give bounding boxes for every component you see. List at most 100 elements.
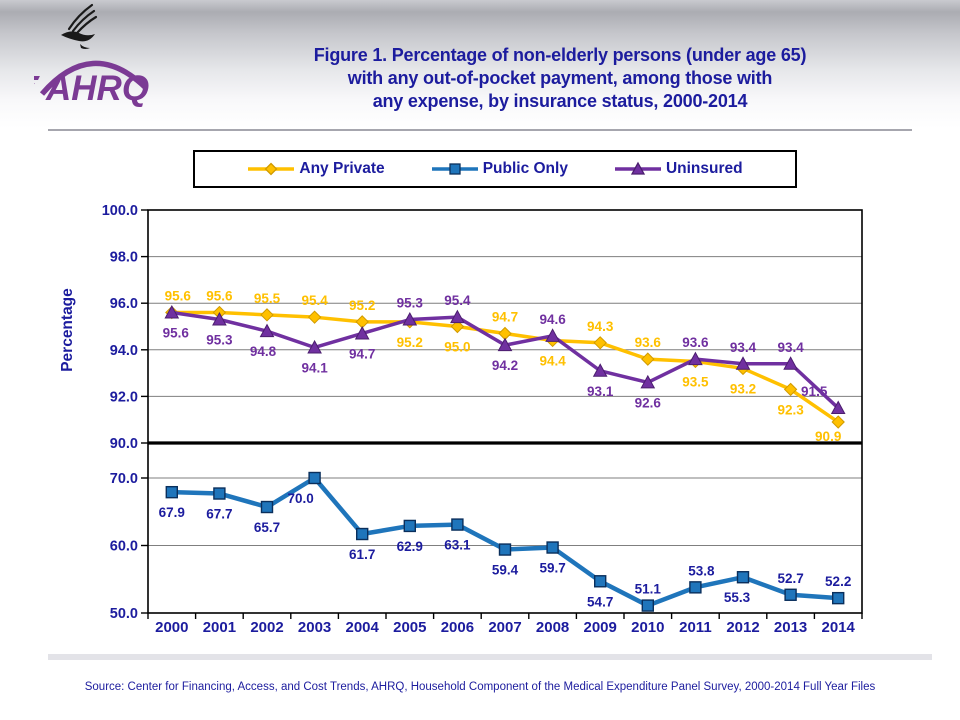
x-axis-labels: 2000 2001 2002 2003 2004 2005 2006 2007 2008 2009… [147, 613, 863, 636]
uninsured-data-labels: 95.6 95.3 94.8 94.1 94.7 95.3 95.4 94.2 94.6 93.1… [163, 293, 828, 410]
svg-text:2004: 2004 [346, 619, 380, 636]
legend-label-any-private: Any Private [299, 160, 385, 177]
svg-text:95.3: 95.3 [397, 296, 424, 311]
hhs-eagle-icon [61, 3, 98, 49]
svg-text:93.6: 93.6 [635, 335, 662, 350]
svg-text:67.7: 67.7 [206, 507, 232, 522]
svg-text:94.2: 94.2 [492, 358, 518, 373]
svg-text:92.0: 92.0 [110, 389, 138, 405]
svg-text:54.7: 54.7 [587, 594, 613, 609]
any-private-data-labels: 95.6 95.6 95.5 95.4 95.2 95.2 95.0 94.7 94.4 94.3… [165, 289, 842, 445]
line-chart: 100.0 98.0 96.0 94.0 92.0 90.0 70.0 60.0 50.0 200… [59, 203, 863, 636]
svg-text:2014: 2014 [822, 619, 856, 636]
header-divider [48, 129, 912, 131]
svg-text:61.7: 61.7 [349, 547, 375, 562]
chart-area: 100.0 98.0 96.0 94.0 92.0 90.0 70.0 60.0 50.0 200… [0, 195, 960, 665]
svg-text:59.4: 59.4 [492, 563, 519, 578]
svg-text:95.6: 95.6 [163, 326, 190, 341]
svg-text:2013: 2013 [774, 619, 807, 636]
title-line-3: any expense, by insurance status, 2000-2… [372, 91, 748, 111]
svg-text:94.6: 94.6 [539, 312, 566, 327]
legend-item-public-only: Public Only [431, 160, 568, 178]
y-axis-labels: 100.0 98.0 96.0 94.0 92.0 90.0 70.0 60.0 50.0 [102, 203, 148, 622]
ahrq-logo: AHRQ [34, 60, 149, 108]
legend-diamond-icon [248, 162, 295, 176]
source-note: Source: Center for Financing, Access, an… [84, 681, 876, 693]
svg-text:55.3: 55.3 [724, 590, 751, 605]
svg-text:94.7: 94.7 [492, 309, 518, 324]
svg-text:53.8: 53.8 [688, 563, 715, 578]
svg-text:2008: 2008 [536, 619, 569, 636]
svg-text:95.3: 95.3 [206, 333, 233, 348]
title-line-1: Figure 1. Percentage of non-elderly pers… [313, 45, 807, 65]
svg-text:95.4: 95.4 [301, 293, 328, 308]
svg-text:50.0: 50.0 [110, 606, 138, 622]
public-only-markers [165, 471, 845, 612]
svg-text:94.8: 94.8 [250, 344, 277, 359]
svg-text:2009: 2009 [584, 619, 617, 636]
svg-text:2007: 2007 [488, 619, 521, 636]
svg-text:95.6: 95.6 [165, 289, 192, 304]
legend-item-any-private: Any Private [247, 160, 385, 178]
svg-text:95.0: 95.0 [444, 340, 470, 355]
svg-text:92.3: 92.3 [777, 402, 804, 417]
ahrq-logo-text: AHRQ [45, 69, 149, 108]
svg-text:51.1: 51.1 [635, 582, 662, 597]
plot-border [147, 209, 863, 614]
figure-title: Figure 1. Percentage of non-elderly pers… [165, 44, 955, 113]
svg-text:Percentage: Percentage [59, 288, 76, 372]
svg-text:70.0: 70.0 [110, 471, 138, 487]
header-banner [0, 0, 960, 135]
legend-label-public-only: Public Only [482, 160, 568, 177]
svg-text:94.1: 94.1 [301, 360, 328, 375]
svg-text:95.5: 95.5 [254, 291, 281, 306]
svg-text:2000: 2000 [155, 619, 188, 636]
svg-text:91.5: 91.5 [801, 384, 828, 399]
svg-text:93.2: 93.2 [730, 381, 756, 396]
svg-text:2001: 2001 [203, 619, 236, 636]
svg-text:92.6: 92.6 [635, 395, 662, 410]
series-any-private: 95.6 95.6 95.5 95.4 95.2 95.2 95.0 94.7 94.4 94.3… [165, 289, 845, 445]
svg-text:95.6: 95.6 [206, 289, 233, 304]
svg-text:2002: 2002 [250, 619, 283, 636]
svg-text:67.9: 67.9 [159, 505, 185, 520]
svg-text:2003: 2003 [298, 619, 331, 636]
svg-text:93.4: 93.4 [730, 340, 757, 355]
svg-text:94.0: 94.0 [110, 343, 138, 359]
svg-text:63.1: 63.1 [444, 538, 471, 553]
svg-text:93.6: 93.6 [682, 335, 709, 350]
legend-item-uninsured: Uninsured [614, 160, 743, 178]
svg-text:2005: 2005 [393, 619, 426, 636]
svg-text:62.9: 62.9 [397, 539, 423, 554]
svg-text:59.7: 59.7 [539, 561, 565, 576]
svg-text:70.0: 70.0 [287, 491, 313, 506]
svg-text:93.5: 93.5 [682, 374, 709, 389]
svg-text:96.0: 96.0 [110, 296, 138, 312]
public-only-data-labels: 67.9 67.7 65.7 70.0 61.7 62.9 63.1 59.4 59.7 54.7… [159, 491, 852, 609]
chart-legend: Any Private Public Only Uninsured [193, 150, 797, 188]
svg-text:2010: 2010 [631, 619, 664, 636]
legend-triangle-icon [614, 161, 661, 175]
svg-text:2012: 2012 [726, 619, 759, 636]
svg-text:90.9: 90.9 [815, 429, 841, 444]
svg-text:60.0: 60.0 [110, 539, 138, 555]
svg-text:95.4: 95.4 [444, 293, 471, 308]
svg-text:94.3: 94.3 [587, 319, 614, 334]
svg-text:65.7: 65.7 [254, 520, 280, 535]
svg-text:95.2: 95.2 [397, 335, 423, 350]
svg-text:2011: 2011 [679, 619, 712, 636]
svg-text:52.7: 52.7 [777, 571, 803, 586]
y-axis-title: Percentage [59, 288, 76, 372]
svg-text:95.2: 95.2 [349, 298, 375, 313]
svg-text:52.2: 52.2 [825, 574, 851, 589]
svg-text:2006: 2006 [441, 619, 474, 636]
svg-text:93.4: 93.4 [777, 340, 804, 355]
footer-strip [48, 654, 932, 660]
series-public-only: 67.9 67.7 65.7 70.0 61.7 62.9 63.1 59.4 59.7 54.7… [159, 471, 852, 612]
svg-text:98.0: 98.0 [110, 250, 138, 266]
legend-label-uninsured: Uninsured [665, 160, 743, 177]
title-line-2: with any out-of-pocket payment, among th… [347, 68, 773, 88]
uninsured-markers [164, 304, 846, 415]
legend-square-icon [431, 163, 478, 175]
